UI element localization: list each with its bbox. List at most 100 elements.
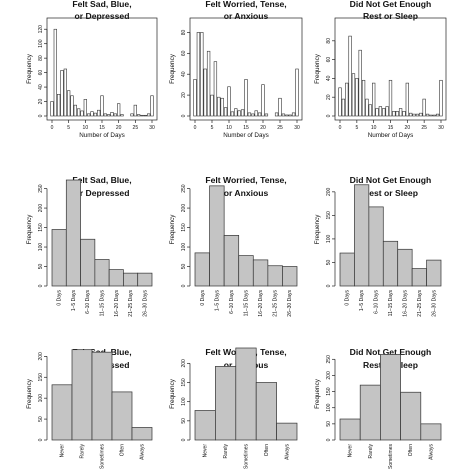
x-tick-label: 15 [99,125,105,131]
y-tick-label: 200 [38,204,44,213]
bar [295,68,299,117]
bar [261,84,265,117]
bar [123,272,139,287]
y-tick-label: 80 [38,55,44,61]
bar [380,354,401,441]
y-tick-label: 150 [38,373,44,382]
bar [73,104,77,117]
y-axis-label: Frequency [314,53,321,84]
bar [409,112,413,117]
y-tick-label: 60 [326,57,332,63]
bar [80,110,84,117]
x-category-label: 6–10 Days [374,290,380,314]
x-tick-label: 15 [388,125,394,131]
y-tick-label: 100 [181,243,187,252]
bar [254,110,258,117]
chart-title-line: Felt Sad, Blue, [72,175,131,185]
bar [67,90,71,117]
chart-title-line: Did Not Get Enough [350,0,432,9]
x-category-label: Sometimes [100,444,106,470]
x-category-label: Always [428,444,434,460]
bar [355,78,359,117]
y-tick-label: 100 [326,403,332,412]
bar [60,70,64,117]
y-tick-label: 0 [38,284,44,287]
chart-title-line: or Depressed [75,11,130,21]
x-tick-label: 0 [51,125,54,131]
x-category-label: 21–25 Days [417,290,423,317]
bar [230,111,235,117]
y-tick-label: 50 [326,259,332,265]
x-category-label: Often [120,444,126,456]
y-tick-label: 200 [181,359,187,368]
bar [235,347,257,441]
chart-title-line: Felt Worried, Tense, [205,175,286,185]
bar [137,114,141,117]
bar [291,112,296,117]
x-tick-label: 25 [277,125,283,131]
chart-title-line: Felt Sad, Blue, [72,0,131,9]
bar [133,104,137,117]
bar [339,418,361,441]
chart-panel-6: Did Not Get Enough Rest or Sleep 0 50 100 150… [314,175,442,317]
y-axis-label: Frequency [169,378,176,409]
bar [282,266,298,287]
x-tick-label: 5 [67,125,70,131]
y-axis-label: Frequency [26,214,33,245]
y-tick-label: 200 [181,204,187,213]
bar [415,113,420,117]
x-category-label: 11–15 Days [244,290,250,317]
bar [402,111,406,117]
bar [382,108,386,117]
bar [285,114,289,117]
x-tick-label: 20 [260,125,266,131]
bar [372,82,376,117]
bar [281,113,286,117]
bar [215,366,237,441]
y-tick-label: 100 [38,243,44,252]
bar [196,32,201,117]
y-tick-label: 0 [181,284,187,287]
y-tick-label: 20 [326,94,332,100]
y-tick-label: 40 [38,84,44,90]
bar [257,112,262,117]
y-tick-label: 50 [38,264,44,270]
bar [351,73,356,117]
bar [194,252,210,287]
bar [435,113,440,117]
x-tick-label: 15 [243,125,249,131]
bar [274,112,279,117]
bar [398,108,403,117]
y-axis-label: Frequency [26,53,33,84]
bar [278,97,282,117]
bar [220,97,224,117]
x-tick-label: 25 [133,125,139,131]
x-category-label: 26–30 Days [431,290,437,317]
chart-title-line: Did Not Get Enough [350,347,432,357]
x-category-label: Sometimes [388,444,394,470]
x-category-label: 11–15 Days [100,290,106,317]
x-category-label: 16–20 Days [114,290,120,317]
bar [223,234,240,287]
y-tick-label: 50 [181,418,187,424]
bar [354,184,370,287]
bar [426,259,442,287]
bar [77,108,81,117]
bar [93,112,97,117]
y-tick-label: 150 [181,378,187,387]
bar [382,240,399,287]
y-tick-label: 120 [38,25,44,34]
bar [223,107,228,117]
chart-panel-5: Felt Worried, Tense, or Anxious 0 50 100 150 2… [169,175,298,317]
bar [150,95,154,117]
bar [210,94,214,117]
bar [375,108,379,117]
y-tick-label: 80 [181,29,187,35]
bar [339,252,355,287]
bar [419,112,423,117]
y-tick-label: 100 [181,397,187,406]
bar [439,79,443,117]
y-tick-label: 250 [326,355,332,364]
bar [385,106,389,117]
